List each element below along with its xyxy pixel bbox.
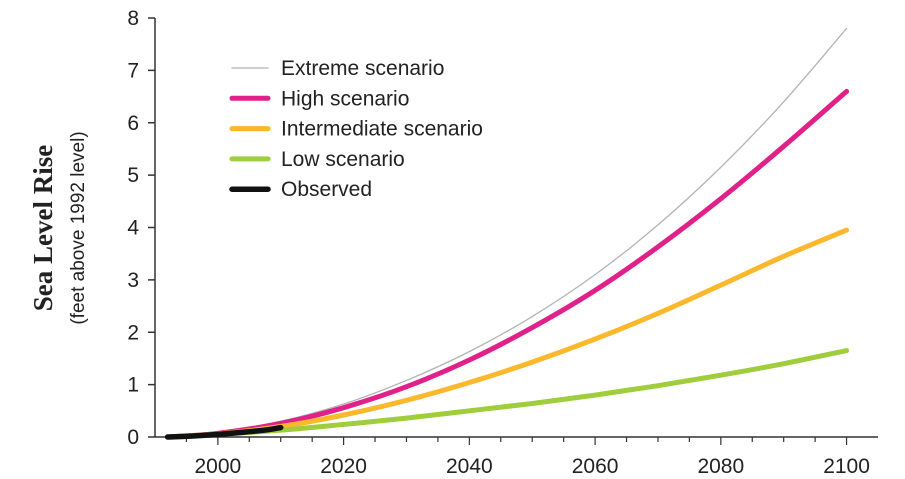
x-tick-label: 2100 <box>823 455 870 478</box>
y-axis-subtitle: (feet above 1992 level) <box>68 131 89 324</box>
y-tick-label: 6 <box>127 112 139 135</box>
series-layer <box>164 27 850 440</box>
y-tick-label: 1 <box>127 374 139 397</box>
y-tick-label: 7 <box>127 59 139 82</box>
legend: Extreme scenario High scenario Intermediat… <box>229 57 483 201</box>
axes: 0 1 2 3 4 5 6 7 8 2000 2020 2040 2060 2080 2100 <box>127 7 878 478</box>
series-line-observed <box>164 424 284 440</box>
x-tick-label: 2080 <box>697 455 744 478</box>
legend-label-high-scenario: High scenario <box>281 87 409 110</box>
y-axis-label: Sea Level Rise (feet above 1992 level) <box>28 131 89 324</box>
series-line-high-scenario <box>165 88 850 440</box>
y-tick-label: 8 <box>127 7 139 30</box>
y-tick-label: 4 <box>127 217 139 240</box>
x-tick-label: 2000 <box>195 455 242 478</box>
legend-label-extreme-scenario: Extreme scenario <box>281 57 444 80</box>
y-axis-title: Sea Level Rise <box>28 145 58 311</box>
x-tick-label: 2040 <box>446 455 493 478</box>
legend-label-observed: Observed <box>281 178 372 201</box>
y-tick-label: 0 <box>127 426 139 449</box>
x-tick-label: 2060 <box>572 455 619 478</box>
y-tick-label: 5 <box>127 164 139 187</box>
legend-label-low-scenario: Low scenario <box>281 148 405 171</box>
y-tick-label: 3 <box>127 269 139 292</box>
series-line-extreme-scenario <box>166 27 848 438</box>
y-tick-label: 2 <box>127 321 139 344</box>
x-tick-label: 2020 <box>320 455 367 478</box>
legend-label-intermediate-scenario: Intermediate scenario <box>281 118 483 141</box>
